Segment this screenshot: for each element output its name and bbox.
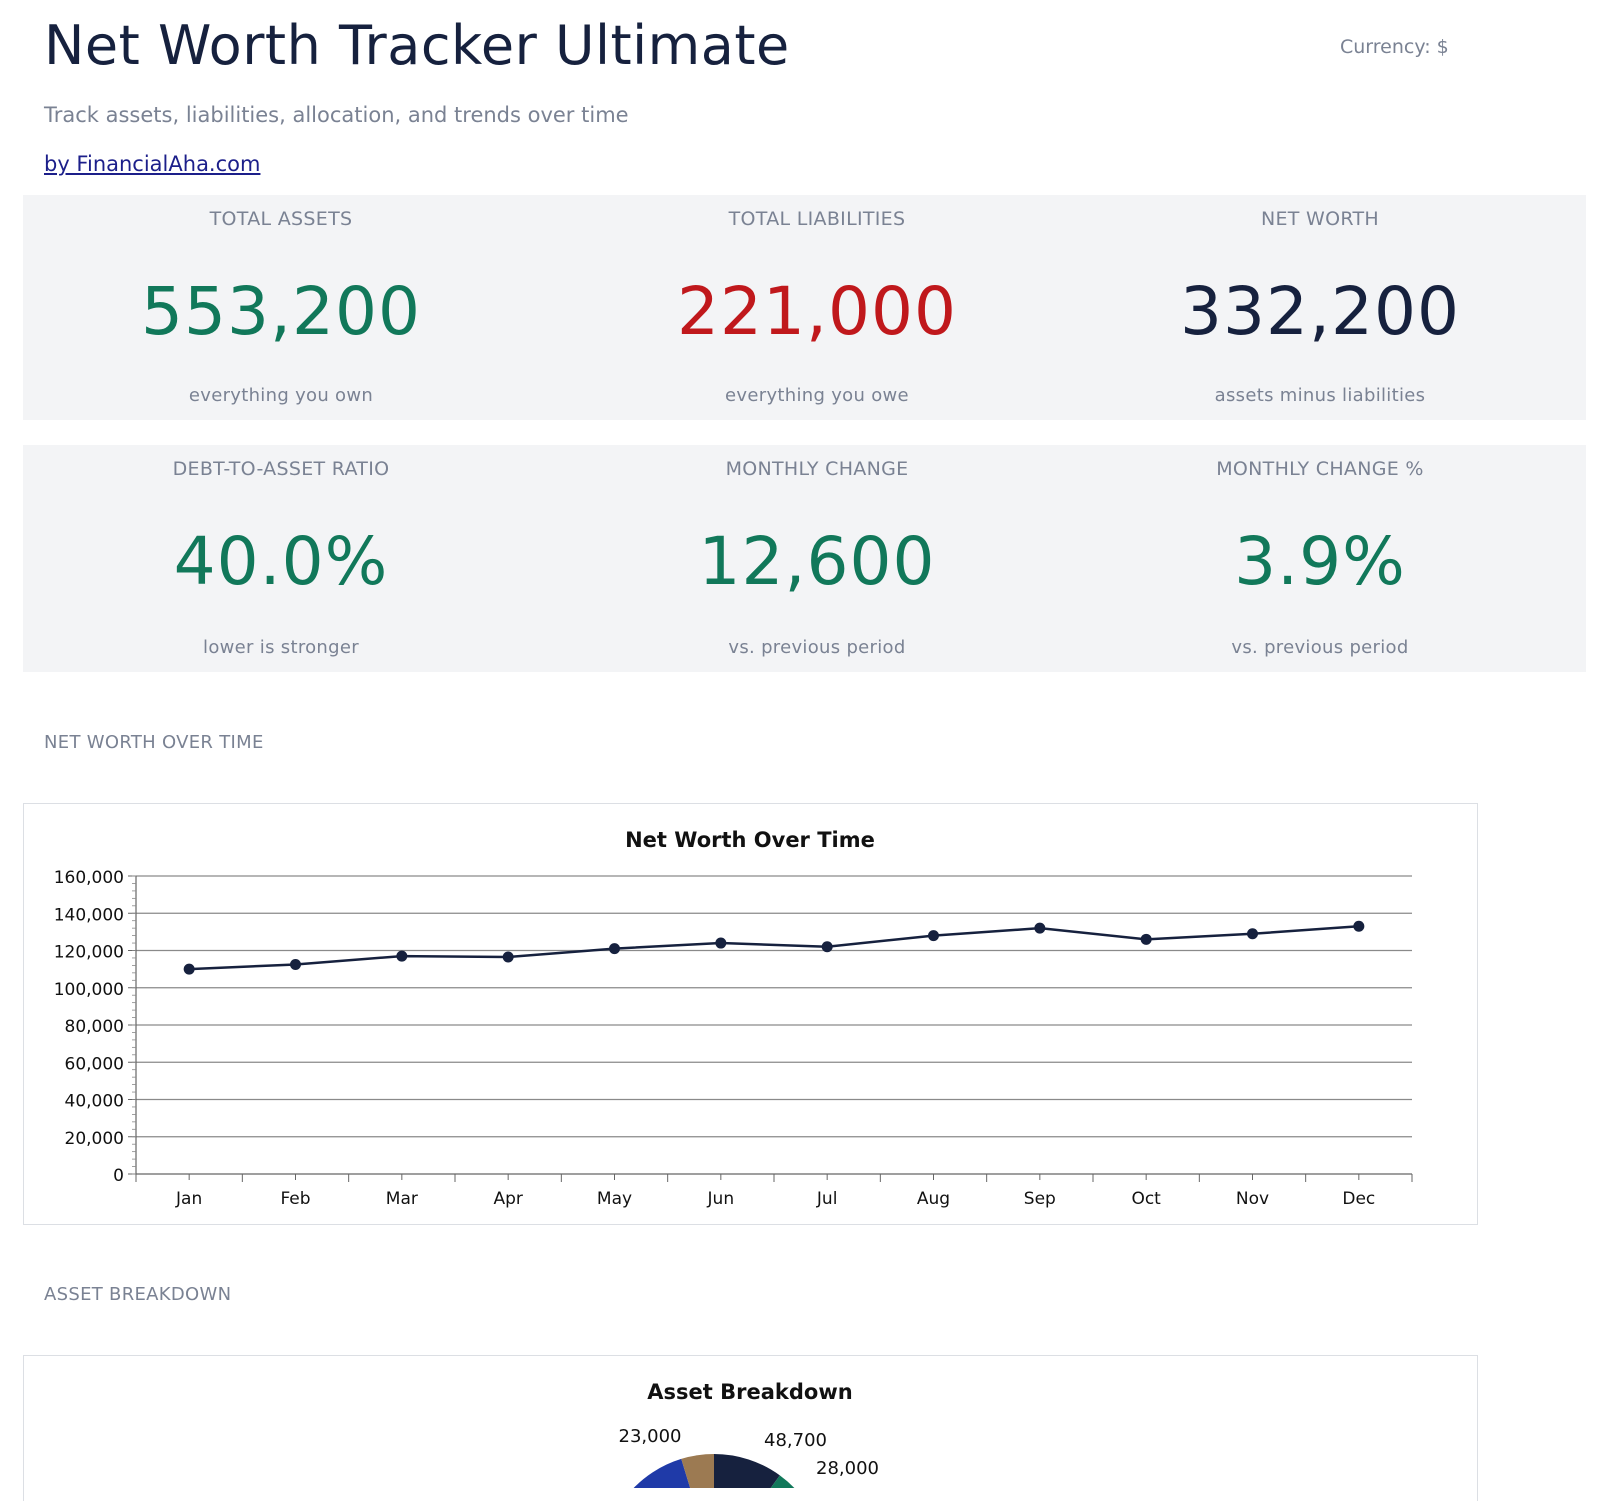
kpi-note: everything you own	[188, 385, 374, 406]
kpi-total-assets: TOTAL ASSETS 553,200 everything you own	[71, 195, 491, 420]
section-label-asset-breakdown: ASSET BREAKDOWN	[44, 1284, 232, 1305]
y-tick-label: 100,000	[54, 980, 124, 1000]
x-tick-label: Sep	[1024, 1189, 1056, 1209]
data-point	[502, 951, 514, 963]
kpi-value: 3.9%	[1234, 523, 1406, 600]
y-tick-label: 140,000	[54, 905, 124, 925]
kpi-value: 553,200	[141, 273, 421, 350]
x-tick-label: Jul	[816, 1189, 838, 1209]
kpi-debt-to-asset-ratio: DEBT-TO-ASSET RATIO 40.0% lower is stron…	[71, 445, 491, 672]
data-point	[715, 937, 727, 949]
pie-slice	[633, 1458, 691, 1488]
x-tick-label: Dec	[1342, 1189, 1375, 1209]
data-point	[396, 950, 408, 962]
x-tick-label: Nov	[1236, 1189, 1269, 1209]
kpi-value: 332,200	[1180, 273, 1460, 350]
kpi-value: 40.0%	[173, 523, 389, 600]
y-tick-label: 80,000	[65, 1017, 124, 1037]
y-tick-label: 60,000	[65, 1054, 124, 1074]
net-worth-line-chart: Net Worth Over Time 160,000 140,000 120,00…	[54, 828, 1413, 1209]
pie-slice-label: 23,000	[619, 1426, 682, 1447]
data-point	[290, 958, 301, 970]
kpi-monthly-change: MONTHLY CHANGE 12,600 vs. previous perio…	[607, 445, 1027, 672]
kpi-note: lower is stronger	[203, 637, 359, 658]
series-line	[189, 925, 1359, 971]
data-point	[183, 963, 195, 975]
x-tick-label: Apr	[493, 1189, 522, 1209]
kpi-note: vs. previous period	[1231, 637, 1409, 658]
kpi-net-worth: NET WORTH 332,200 assets minus liabiliti…	[1110, 195, 1530, 420]
kpi-label: TOTAL LIABILITIES	[728, 208, 906, 230]
kpi-note: everything you owe	[725, 385, 909, 406]
x-tick-label: May	[597, 1189, 632, 1209]
x-tick-label: Mar	[386, 1189, 418, 1209]
x-tick-label: Oct	[1131, 1189, 1161, 1209]
pie-slice	[714, 1454, 780, 1488]
y-tick-label: 160,000	[54, 868, 124, 888]
data-point	[1353, 920, 1365, 932]
kpi-label: DEBT-TO-ASSET RATIO	[172, 458, 390, 480]
data-point	[1247, 928, 1258, 940]
kpi-label: MONTHLY CHANGE	[725, 458, 909, 480]
page-title: Net Worth Tracker Ultimate	[44, 14, 790, 77]
kpi-row-primary: TOTAL ASSETS 553,200 everything you own …	[23, 195, 1586, 420]
y-tick-label: 20,000	[65, 1129, 124, 1149]
x-tick-label: Aug	[917, 1189, 950, 1209]
pie-slice-label: 48,700	[764, 1430, 827, 1451]
section-label-net-worth: NET WORTH OVER TIME	[44, 732, 264, 753]
pie-slice-label: 28,000	[816, 1458, 879, 1479]
x-tick-label: Feb	[280, 1189, 310, 1209]
data-point	[609, 943, 620, 955]
pie-slice	[770, 1475, 795, 1488]
kpi-total-liabilities: TOTAL LIABILITIES 221,000 everything you…	[607, 195, 1027, 420]
kpi-monthly-change-percent: MONTHLY CHANGE % 3.9% vs. previous perio…	[1110, 445, 1530, 672]
y-tick-label: 40,000	[65, 1092, 124, 1112]
data-point	[928, 930, 939, 942]
x-tick-label: Jan	[175, 1189, 202, 1209]
kpi-value: 12,600	[698, 523, 936, 600]
pie-slice	[681, 1454, 714, 1488]
kpi-note: assets minus liabilities	[1214, 385, 1426, 406]
asset-breakdown-chart-panel: Asset Breakdown 23,000 48,700 28,000	[23, 1355, 1478, 1501]
kpi-label: MONTHLY CHANGE %	[1216, 458, 1424, 480]
chart-title: Net Worth Over Time	[625, 828, 875, 852]
currency-indicator: Currency: $	[1340, 36, 1449, 58]
chart-title: Asset Breakdown	[647, 1380, 852, 1404]
net-worth-chart-panel: Net Worth Over Time 160,000 140,000 120,00…	[23, 803, 1478, 1225]
y-tick-label: 120,000	[54, 943, 124, 963]
kpi-note: vs. previous period	[728, 637, 906, 658]
asset-breakdown-pie-chart: Asset Breakdown 23,000 48,700 28,000	[619, 1380, 879, 1488]
byline-link[interactable]: by FinancialAha.com	[44, 152, 261, 176]
x-tick-label: Jun	[707, 1189, 735, 1209]
page-subtitle: Track assets, liabilities, allocation, a…	[44, 103, 629, 127]
data-point	[821, 941, 833, 953]
kpi-label: NET WORTH	[1260, 208, 1380, 230]
kpi-row-secondary: DEBT-TO-ASSET RATIO 40.0% lower is stron…	[23, 445, 1586, 672]
kpi-value: 221,000	[677, 273, 957, 350]
y-tick-label: 0	[113, 1166, 124, 1186]
data-point	[1140, 933, 1152, 945]
data-point	[1034, 922, 1046, 934]
kpi-label: TOTAL ASSETS	[209, 208, 353, 230]
